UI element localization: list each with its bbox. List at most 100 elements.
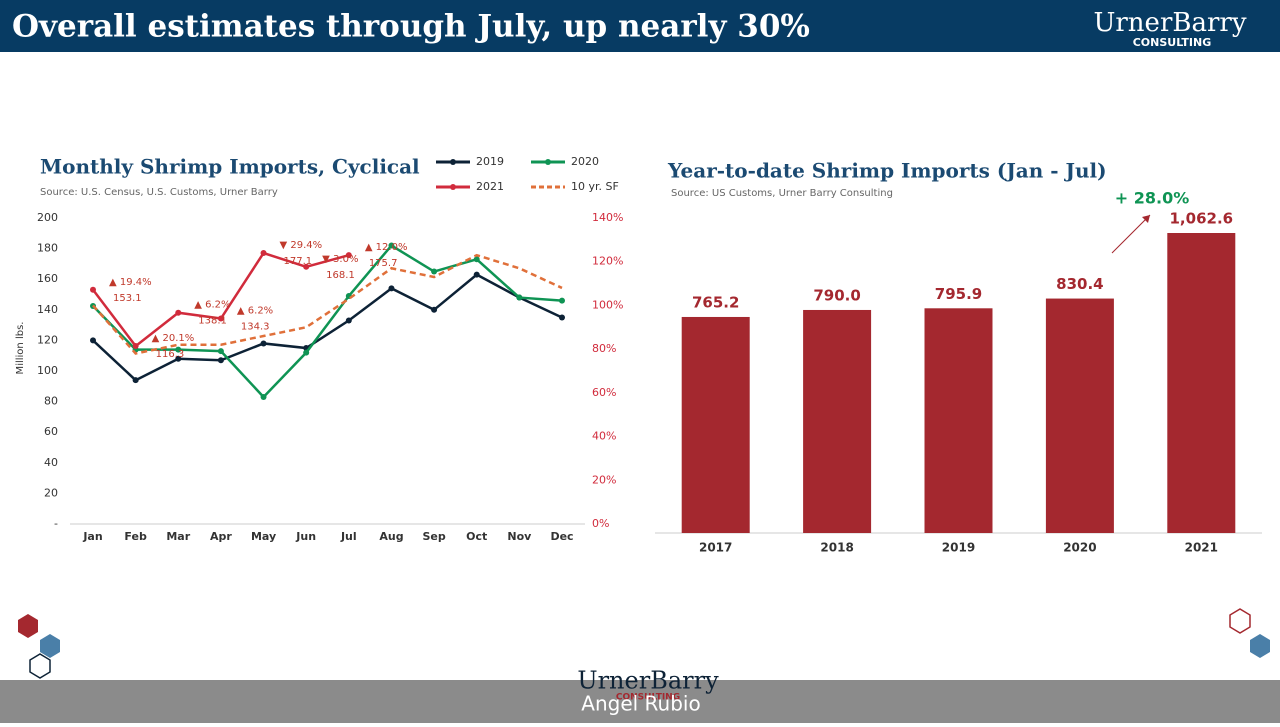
- legend-dot: [450, 159, 456, 165]
- value-label: 138.1: [198, 316, 227, 327]
- y-tick-label: 60: [44, 425, 58, 438]
- point: [90, 337, 96, 344]
- footer-logo: UrnerBarry: [577, 667, 719, 695]
- footer-bar: [0, 680, 1280, 723]
- y-axis-label: Million lbs.: [15, 322, 26, 375]
- logo-sub: CONSULTING: [1133, 36, 1212, 49]
- point: [473, 271, 480, 278]
- header-bar: [0, 0, 1280, 52]
- change-label: ▼ 29.4%: [280, 240, 323, 251]
- point: [260, 340, 267, 347]
- footer-logo-sub: CONSULTING: [616, 693, 680, 703]
- point: [260, 250, 267, 257]
- point: [388, 242, 395, 249]
- y-tick-label: 40: [44, 456, 58, 469]
- change-label: ▲ 12.0%: [365, 242, 408, 253]
- point: [303, 263, 310, 270]
- legend-label: 10 yr. SF: [571, 180, 619, 193]
- x-tick-label: Dec: [550, 530, 573, 543]
- bar: [1167, 233, 1236, 533]
- x-tick-label: 2021: [1185, 541, 1218, 555]
- point: [345, 317, 352, 324]
- chart-title: Monthly Shrimp Imports, Cyclical: [40, 155, 420, 179]
- point: [175, 355, 182, 362]
- x-tick-label: Nov: [507, 530, 532, 543]
- y2-tick-label: 100%: [592, 298, 623, 311]
- point: [303, 349, 310, 356]
- y2-tick-label: 40%: [592, 430, 616, 443]
- x-tick-label: Jul: [340, 530, 357, 543]
- chart-subtitle: Source: U.S. Census, U.S. Customs, Urner…: [40, 187, 278, 198]
- x-tick-label: Jan: [82, 530, 102, 543]
- change-label: ▲ 6.2%: [237, 306, 273, 317]
- chart-title: Year-to-date Shrimp Imports (Jan - Jul): [667, 159, 1107, 183]
- annotation: + 28.0%: [1115, 189, 1189, 208]
- change-label: ▲ 6.2%: [194, 300, 230, 311]
- bar: [924, 308, 993, 533]
- change-label: ▲ 19.4%: [109, 277, 152, 288]
- y-tick-label: 100: [37, 364, 58, 377]
- y-tick-label: 200: [37, 211, 58, 224]
- change-label: ▼ 3.0%: [322, 254, 358, 265]
- y2-tick-label: 60%: [592, 386, 616, 399]
- arrow-head: [1142, 215, 1150, 223]
- x-tick-label: Sep: [422, 530, 445, 543]
- x-tick-label: Apr: [210, 530, 232, 543]
- point: [175, 346, 182, 353]
- x-tick-label: Jun: [295, 530, 316, 543]
- y2-tick-label: 120%: [592, 255, 623, 268]
- point: [90, 286, 96, 293]
- x-tick-label: 2017: [699, 541, 732, 555]
- legend-label: 2020: [571, 155, 599, 168]
- y2-tick-label: 140%: [592, 211, 623, 224]
- value-label: 795.9: [935, 285, 982, 303]
- presenter: Angel Rubio: [581, 692, 700, 716]
- value-label: 830.4: [1056, 275, 1103, 293]
- y-tick-label: 80: [44, 395, 58, 408]
- point: [217, 348, 224, 355]
- point: [217, 357, 224, 364]
- slide-title: Overall estimates through July, up nearl…: [12, 9, 810, 45]
- bar: [803, 309, 872, 533]
- bar: [681, 316, 750, 533]
- value-label: 765.2: [692, 293, 739, 311]
- y-tick-label: 160: [37, 272, 58, 285]
- legend-dot: [450, 184, 456, 190]
- x-tick-label: 2020: [1063, 541, 1096, 555]
- point: [559, 297, 565, 304]
- point: [345, 252, 352, 259]
- logo: UrnerBarry: [1093, 8, 1246, 38]
- point: [175, 309, 182, 316]
- value-label: 790.0: [813, 286, 860, 304]
- annotation-arrow: [1111, 214, 1151, 254]
- value-label: 153.1: [113, 293, 142, 304]
- series-line: [92, 243, 563, 399]
- point: [388, 285, 395, 292]
- point: [431, 268, 438, 275]
- point: [431, 306, 438, 313]
- y-tick-label: 120: [37, 333, 58, 346]
- x-tick-label: Feb: [124, 530, 147, 543]
- legend-label: 2021: [476, 180, 504, 193]
- x-tick-label: 2018: [820, 541, 853, 555]
- bar: [1045, 298, 1114, 533]
- x-tick-label: Mar: [166, 530, 190, 543]
- value-label: 177.1: [284, 256, 313, 267]
- y2-tick-label: 20%: [592, 473, 616, 486]
- y2-tick-label: 80%: [592, 342, 616, 355]
- point: [473, 256, 480, 263]
- series-line: [92, 253, 563, 355]
- y-tick-label: 20: [44, 486, 58, 499]
- value-label: 134.3: [241, 322, 270, 333]
- legend-label: 2019: [476, 155, 504, 168]
- value-label: 168.1: [326, 270, 355, 281]
- point: [260, 394, 267, 401]
- x-tick-label: May: [251, 530, 276, 543]
- x-tick-label: Aug: [379, 530, 403, 543]
- point: [132, 343, 139, 350]
- y-tick-label: 180: [37, 242, 58, 255]
- point: [559, 314, 565, 321]
- x-tick-label: 2019: [942, 541, 975, 555]
- y-tick-label: 140: [37, 303, 58, 316]
- series-line: [92, 273, 563, 382]
